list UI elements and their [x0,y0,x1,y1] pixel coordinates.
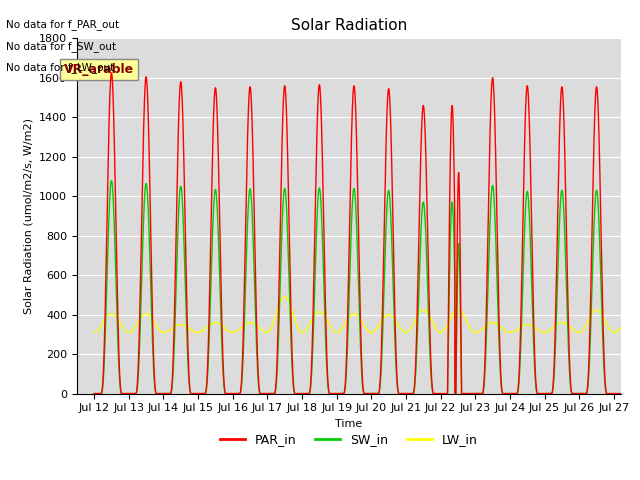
Legend: PAR_in, SW_in, LW_in: PAR_in, SW_in, LW_in [215,428,483,451]
Text: No data for f_LW_out: No data for f_LW_out [6,62,115,73]
Text: VR_arable: VR_arable [64,63,134,76]
Title: Solar Radiation: Solar Radiation [291,18,407,33]
Y-axis label: Solar Radiation (umol/m2/s, W/m2): Solar Radiation (umol/m2/s, W/m2) [24,118,33,314]
Text: No data for f_PAR_out: No data for f_PAR_out [6,19,120,30]
X-axis label: Time: Time [335,419,362,429]
Text: No data for f_SW_out: No data for f_SW_out [6,41,116,52]
